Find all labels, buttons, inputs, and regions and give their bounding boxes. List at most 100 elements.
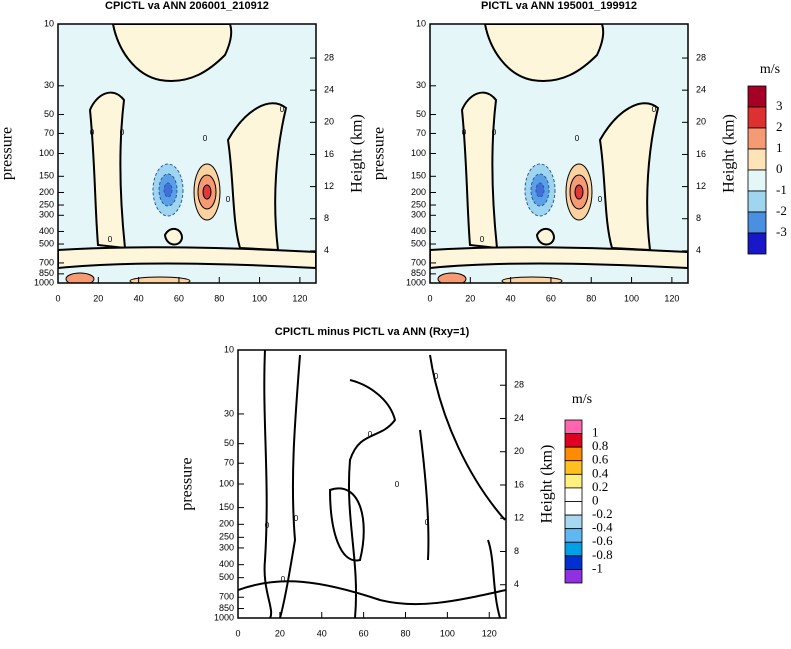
colorbar-box <box>747 127 767 150</box>
contour-label: 0 <box>492 128 497 137</box>
blob <box>65 272 95 283</box>
x-tick-label: 20 <box>93 293 103 303</box>
colorbar-label: 0.8 <box>592 438 608 453</box>
field-shapes: 0 0 0 0 0 0 <box>430 24 688 283</box>
x-tick-label: 0 <box>427 293 432 303</box>
contour <box>460 91 499 250</box>
y-tick-label: 700 <box>411 257 426 267</box>
contour <box>263 350 273 618</box>
contour-label: 0 <box>108 235 113 244</box>
colorbar-title: m/s <box>572 392 592 407</box>
field: 0 0 0 0 0 0 0 <box>238 350 506 618</box>
contour-label: 0 <box>294 514 299 523</box>
blob <box>501 276 563 283</box>
colorbar-label: 0.6 <box>592 452 609 467</box>
y-tick-label: 100 <box>411 148 426 158</box>
y-tick-label: 250 <box>411 199 426 209</box>
y2-tick-label: 4 <box>514 579 519 589</box>
contour <box>163 227 184 246</box>
y-axis-title: pressure <box>371 127 388 180</box>
colorbar-box <box>564 419 583 434</box>
x-tick-label: 80 <box>400 628 410 638</box>
x-tick-label: 20 <box>275 628 285 638</box>
colorbar-box <box>747 169 767 192</box>
chart-title: CPICTL va ANN 206001_210912 <box>105 0 269 12</box>
colorbar-box <box>564 433 583 448</box>
y2-tick-label: 4 <box>324 245 329 255</box>
contour-label: 0 <box>368 430 373 439</box>
y-tick-label: 850 <box>219 603 234 613</box>
contour <box>598 102 660 252</box>
x-tick-label: 0 <box>55 293 60 303</box>
y-tick-label: 50 <box>416 109 426 119</box>
x-tick-label: 40 <box>506 293 516 303</box>
contour-label: 0 <box>280 105 285 114</box>
contour-label: 0 <box>90 128 95 137</box>
colorbar-label: -0.8 <box>592 547 613 562</box>
colorbar-label: 0 <box>592 492 599 507</box>
y-tick-label: 50 <box>224 438 234 448</box>
y-tick-label: 150 <box>39 171 54 181</box>
contour <box>347 379 397 618</box>
y2-tick-label: 16 <box>696 149 706 159</box>
colorbar-box <box>747 211 767 234</box>
colorbar-box <box>747 85 767 108</box>
y2-tick-label: 16 <box>514 479 524 489</box>
y2-tick-label: 20 <box>696 117 706 127</box>
colorbar-box <box>747 106 767 129</box>
colorbar-label: -0.4 <box>592 520 613 535</box>
colorbar-label: -0.2 <box>592 506 613 521</box>
x-tick-label: 40 <box>134 293 144 303</box>
colorbar-label: 1 <box>776 140 783 155</box>
panel: 0 0 0 0 0 0 0 CPICTL minus PICTL va ANN (Rxy=1)… <box>179 326 613 638</box>
y2-tick-label: 12 <box>324 181 334 191</box>
contour-label: 0 <box>281 575 286 584</box>
x-tick-label: 60 <box>546 293 556 303</box>
y-tick-label: 1000 <box>406 277 426 287</box>
x-tick-label: 100 <box>440 628 455 638</box>
contour-label: 0 <box>265 521 270 530</box>
x-tick-label: 100 <box>252 293 267 303</box>
y2-axis-title: Height (km) <box>539 445 556 524</box>
contour-label: 0 <box>226 195 231 204</box>
y2-tick-label: 12 <box>696 181 706 191</box>
chart-title: PICTL va ANN 195001_199912 <box>481 0 637 12</box>
blob <box>437 272 467 283</box>
colorbar-box <box>564 501 583 516</box>
colorbar-box <box>747 190 767 213</box>
colorbar-label: -1 <box>776 182 787 197</box>
contour <box>58 246 316 270</box>
y2-tick-label: 24 <box>696 85 706 95</box>
contour <box>111 24 233 82</box>
colorbar-label: -0.6 <box>592 533 613 548</box>
y-tick-label: 300 <box>411 210 426 220</box>
y-tick-label: 300 <box>219 542 234 552</box>
contour <box>238 580 506 606</box>
contour <box>226 102 288 252</box>
y2-tick-label: 24 <box>324 85 334 95</box>
x-tick-label: 80 <box>214 293 224 303</box>
y-axis-title: pressure <box>0 127 16 180</box>
field-shapes: 0 0 0 0 0 0 <box>58 24 316 283</box>
colorbar-label: 0 <box>776 161 783 176</box>
y-axis-title: pressure <box>179 457 196 510</box>
chart-title: CPICTL minus PICTL va ANN (Rxy=1) <box>275 326 470 338</box>
colorbar-box <box>564 514 583 530</box>
y2-tick-label: 4 <box>696 245 701 255</box>
contour-label: 0 <box>480 235 485 244</box>
y-tick-label: 400 <box>39 226 54 236</box>
colorbar-label: 1 <box>592 425 599 440</box>
contour-label: 0 <box>203 134 208 143</box>
y-tick-label: 250 <box>219 532 234 542</box>
colorbar-box <box>564 528 583 543</box>
colorbar-title: m/s <box>760 62 780 77</box>
y-tick-label: 850 <box>411 268 426 278</box>
y-tick-label: 100 <box>219 478 234 488</box>
contour <box>487 539 501 618</box>
x-tick-label: 60 <box>359 628 369 638</box>
colorbar-label: 3 <box>776 98 783 113</box>
y2-tick-label: 20 <box>324 117 334 127</box>
x-tick-label: 100 <box>624 293 639 303</box>
y-tick-label: 30 <box>44 80 54 90</box>
